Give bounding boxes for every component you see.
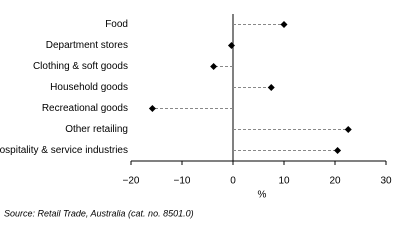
dot-marker — [280, 21, 288, 28]
x-tick-label: −10 — [174, 176, 191, 187]
y-tick-label: Other retailing — [65, 124, 128, 135]
x-tick-label: 10 — [278, 176, 290, 187]
dot-marker — [334, 147, 342, 154]
y-tick-label: Recreational goods — [42, 103, 128, 114]
y-tick-label: Hospitality & service industries — [0, 145, 128, 156]
x-tick-label: 20 — [329, 176, 341, 187]
y-tick-label: Clothing & soft goods — [33, 61, 128, 72]
chart: % Source: Retail Trade, Australia (cat. … — [0, 14, 392, 218]
dot-marker — [344, 126, 352, 133]
y-tick-label: Department stores — [46, 40, 128, 51]
x-axis-label: % — [258, 190, 267, 201]
dot-marker — [267, 84, 275, 91]
dot-marker — [148, 105, 156, 112]
dot-marker — [227, 42, 235, 49]
x-tick-label: 0 — [230, 176, 236, 187]
x-tick-label: −20 — [123, 176, 140, 187]
source-note: Source: Retail Trade, Australia (cat. no… — [4, 208, 194, 218]
y-tick-label: Food — [105, 19, 128, 30]
x-tick-label: 30 — [380, 176, 392, 187]
dot-marker — [210, 63, 218, 70]
y-tick-label: Household goods — [50, 82, 128, 93]
